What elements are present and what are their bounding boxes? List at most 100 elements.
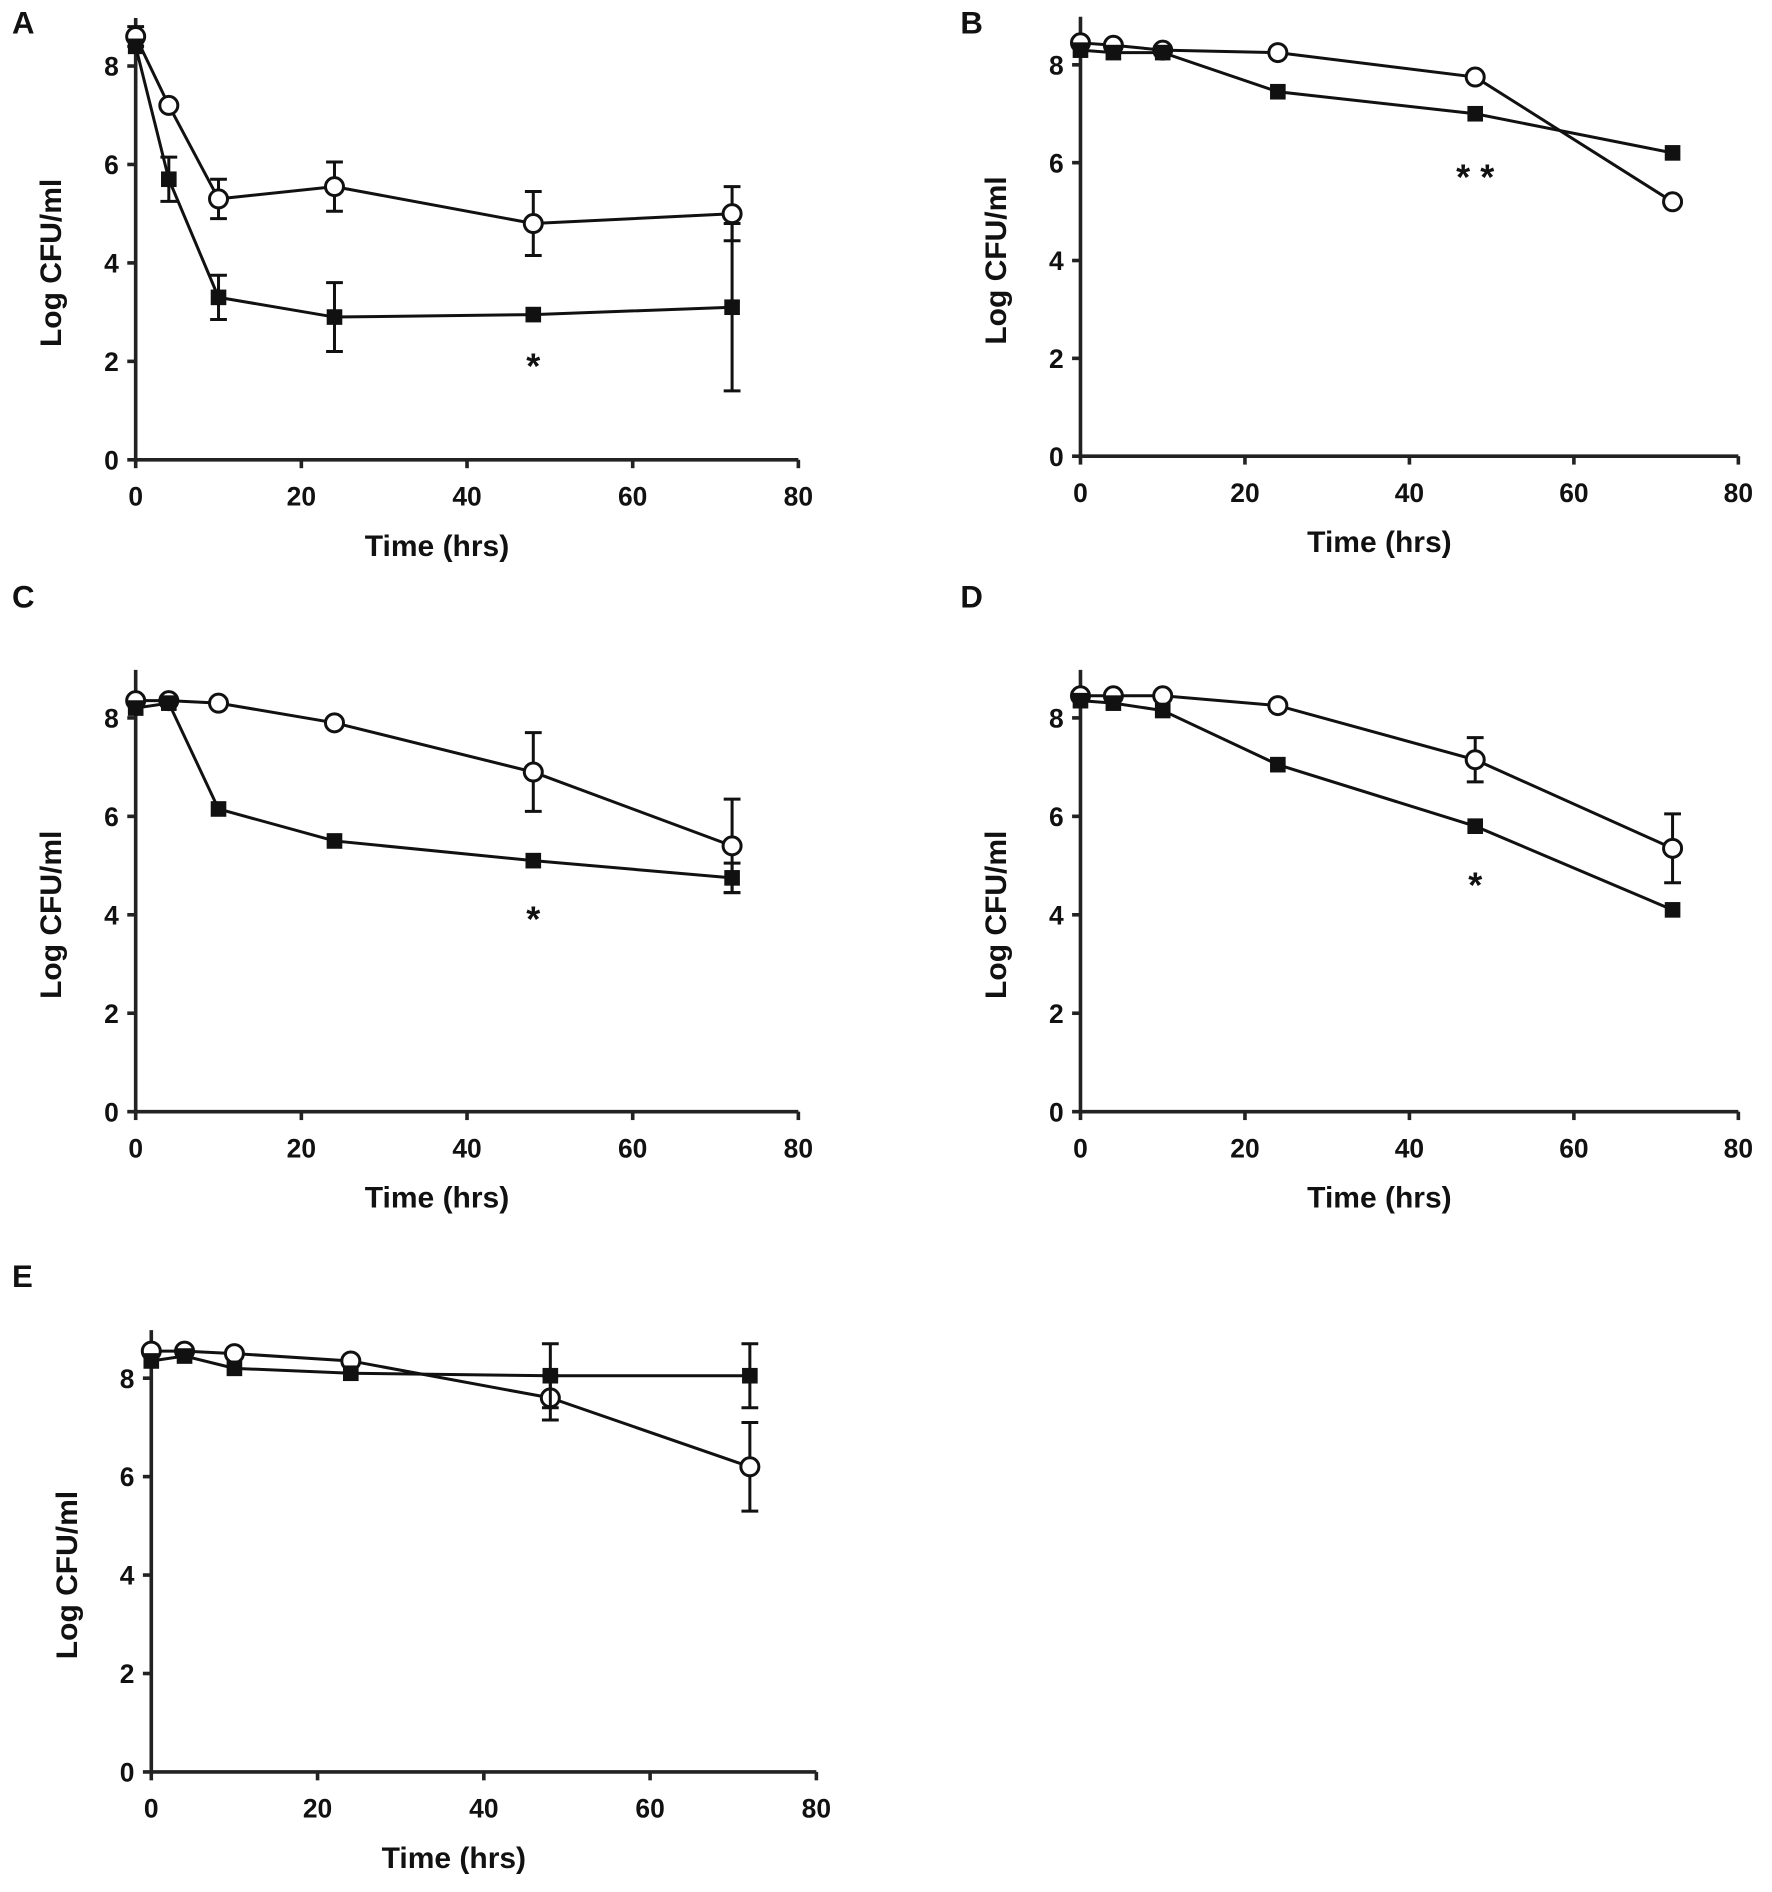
- y-tick-label: 6: [104, 150, 119, 180]
- data-point: [161, 695, 177, 711]
- data-point: [176, 1348, 193, 1364]
- data-point: [742, 1367, 758, 1384]
- x-tick-label: 80: [802, 1794, 831, 1824]
- y-axis-label: Log CFU/ml: [980, 176, 1013, 344]
- y-tick-label: 0: [1049, 442, 1064, 472]
- data-point: [1270, 83, 1286, 100]
- x-axis-label: Time (hrs): [382, 1842, 526, 1875]
- data-point: [210, 801, 227, 817]
- data-point: [1154, 44, 1171, 61]
- data-point: [522, 761, 544, 783]
- data-point: [739, 1456, 761, 1478]
- series-filled-squares: [143, 1342, 759, 1410]
- y-axis-label: Log CFU/ml: [35, 831, 68, 999]
- series-line: [135, 699, 733, 848]
- x-tick-label: 60: [618, 1133, 647, 1163]
- y-axis-label: Log CFU/ml: [980, 831, 1013, 999]
- x-tick-label: 80: [1724, 1133, 1753, 1163]
- data-point: [208, 692, 230, 714]
- x-tick-label: 0: [128, 1133, 143, 1163]
- data-point: [1154, 702, 1171, 719]
- x-tick-label: 80: [784, 481, 813, 511]
- data-point: [1270, 756, 1286, 773]
- y-tick-label: 8: [104, 52, 119, 82]
- x-tick-label: 20: [1230, 1133, 1259, 1163]
- x-tick-label: 40: [452, 481, 481, 511]
- data-point: [1664, 902, 1681, 918]
- data-point: [326, 833, 343, 849]
- x-tick-label: 0: [144, 1794, 159, 1824]
- data-point: [522, 213, 544, 235]
- x-axis-label: Time (hrs): [365, 1182, 509, 1215]
- panel-c: C 0 20 40 60 80 0 2 4 6 8 Time (hrs) Log CFU/ml *: [12, 579, 813, 1214]
- panel-label: A: [12, 6, 35, 41]
- series-open-circles: [1069, 685, 1684, 885]
- y-tick-label: 2: [1049, 999, 1064, 1029]
- data-point: [1105, 695, 1122, 711]
- data-point: [158, 94, 180, 116]
- data-point: [1267, 695, 1289, 717]
- data-point: [1662, 837, 1684, 859]
- series-line: [135, 701, 733, 880]
- data-point: [210, 289, 227, 306]
- y-tick-label: 4: [1049, 900, 1064, 930]
- y-tick-label: 4: [1049, 246, 1064, 276]
- x-tick-label: 40: [1395, 478, 1424, 508]
- x-tick-label: 40: [1395, 1133, 1424, 1163]
- y-tick-label: 8: [104, 704, 119, 734]
- series-line: [1080, 41, 1674, 204]
- data-point: [1072, 692, 1089, 709]
- data-point: [525, 306, 542, 323]
- y-tick-label: 8: [1049, 704, 1064, 734]
- series-line: [1080, 694, 1674, 850]
- data-point: [724, 870, 740, 886]
- y-tick-label: 8: [120, 1364, 135, 1394]
- panel-label: D: [960, 579, 983, 614]
- data-point: [127, 700, 144, 716]
- data-point: [226, 1360, 243, 1377]
- data-point: [724, 299, 740, 316]
- series-filled-squares: [1072, 692, 1681, 918]
- series-line: [134, 35, 733, 226]
- y-tick-label: 4: [104, 249, 119, 279]
- x-tick-label: 0: [128, 481, 143, 511]
- x-tick-label: 20: [287, 1133, 316, 1163]
- data-point: [1464, 749, 1486, 771]
- data-point: [143, 1353, 160, 1369]
- data-point: [721, 835, 743, 857]
- data-point: [525, 852, 542, 869]
- x-tick-label: 60: [635, 1794, 664, 1824]
- x-tick-label: 60: [618, 481, 647, 511]
- y-tick-label: 2: [1049, 344, 1064, 374]
- panel-b: B 0 20 40 60 80 0 2 4 6 8 Time (hrs) Log CFU/ml * *: [960, 6, 1753, 560]
- data-point: [1467, 818, 1484, 834]
- y-tick-label: 6: [120, 1462, 135, 1492]
- x-tick-label: 0: [1073, 1133, 1088, 1163]
- x-tick-label: 20: [303, 1794, 332, 1824]
- data-point: [326, 309, 343, 325]
- data-point: [721, 203, 743, 225]
- y-axis-label: Log CFU/ml: [35, 179, 68, 347]
- y-tick-label: 2: [104, 999, 119, 1029]
- y-tick-label: 0: [1049, 1097, 1064, 1127]
- y-tick-label: 6: [1049, 148, 1064, 178]
- series-filled-squares: [1072, 42, 1681, 161]
- data-point: [1664, 145, 1681, 161]
- data-point: [208, 188, 230, 210]
- data-point: [1662, 191, 1684, 213]
- y-tick-label: 8: [1049, 50, 1064, 80]
- data-point: [223, 1343, 245, 1365]
- panel-a: A 0 20 40 60 80 0 2 4 6 8 Time (hrs) Log CFU/ml *: [12, 6, 813, 563]
- significance-marker: *: [526, 899, 540, 940]
- data-point: [323, 176, 345, 198]
- panel-label: E: [12, 1259, 33, 1294]
- x-tick-label: 40: [469, 1794, 498, 1824]
- panel-d: D 0 20 40 60 80 0 2 4 6 8 Time (hrs) Log CFU/ml *: [960, 579, 1753, 1214]
- panel-e: E 0 20 40 60 80 0 2 4 6 8 Time (hrs) Log CFU/ml: [12, 1259, 831, 1875]
- data-point: [343, 1365, 359, 1382]
- y-tick-label: 2: [104, 347, 119, 377]
- x-tick-label: 0: [1073, 478, 1088, 508]
- panel-label: B: [960, 6, 983, 41]
- data-point: [161, 171, 177, 188]
- data-point: [1105, 44, 1122, 61]
